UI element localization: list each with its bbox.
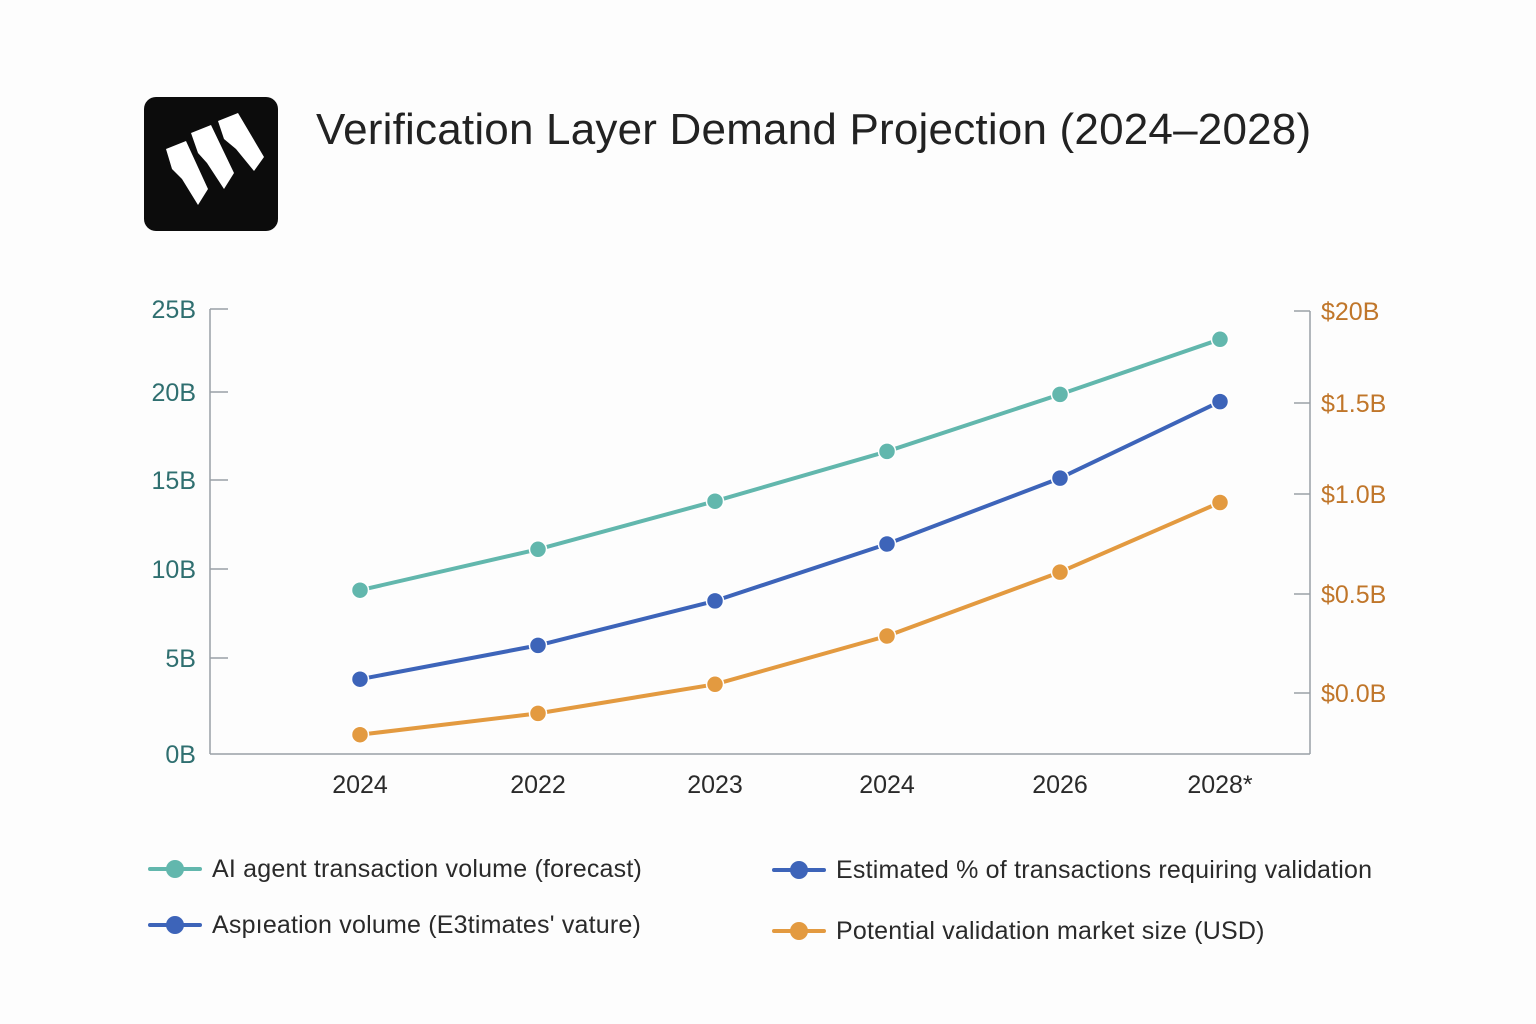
axes: 0B 5B 10B 15B 20B 25B $0.0B $0.5B $1.0B $1.5B $20B… xyxy=(152,296,1387,799)
right-tick-label: $1.5B xyxy=(1321,390,1386,418)
legend-marker-teal xyxy=(148,854,202,884)
left-tick-label: 25B xyxy=(152,296,196,324)
legend-dot xyxy=(166,860,184,878)
legend-item-estimated-percent: Estimated % of transactions requiring va… xyxy=(772,855,1372,885)
data-point xyxy=(877,626,897,646)
legend-dot xyxy=(166,916,184,934)
right-tick-label: $1.0B xyxy=(1321,481,1386,509)
data-point xyxy=(1210,330,1230,349)
data-point xyxy=(877,534,897,554)
data-point xyxy=(1050,562,1070,582)
legend-item-aspieation-volume: Aspıeation volume (E3timates' vature) xyxy=(148,910,641,940)
legend-dot xyxy=(790,922,808,940)
data-point xyxy=(528,540,548,559)
series-line xyxy=(358,500,1222,737)
legend-item-market-size: Potential validation market size (USD) xyxy=(772,916,1265,946)
x-tick-label: 2024 xyxy=(859,771,915,799)
data-point xyxy=(877,442,897,461)
x-tick-label: 2023 xyxy=(687,771,743,799)
data-point xyxy=(1050,385,1070,404)
left-tick-label: 0B xyxy=(165,741,196,769)
x-tick-label: 2028* xyxy=(1187,771,1253,799)
data-point xyxy=(350,580,370,600)
series-2 xyxy=(350,493,1230,744)
x-tick-label: 2022 xyxy=(510,771,566,799)
legend-marker-orange xyxy=(772,916,826,946)
stacked-chevrons-logo-icon xyxy=(166,113,264,205)
data-point xyxy=(350,725,370,744)
data-point xyxy=(1210,493,1230,512)
series-line xyxy=(358,399,1222,682)
left-tick-label: 5B xyxy=(165,645,196,673)
x-tick-label: 2024 xyxy=(332,771,388,799)
series-line xyxy=(358,337,1222,593)
logo xyxy=(144,97,278,231)
data-point xyxy=(1050,468,1070,488)
right-tick-label: $0.0B xyxy=(1321,680,1386,708)
legend-marker-blue xyxy=(772,855,826,885)
series-0 xyxy=(350,330,1230,600)
data-point xyxy=(705,591,725,611)
legend-label: AI agent transaction volume (forecast) xyxy=(212,854,643,883)
legend-marker-blue xyxy=(148,910,202,940)
legend-label: Potential validation market size (USD) xyxy=(836,916,1265,945)
data-point xyxy=(705,675,725,694)
x-tick-label: 2026 xyxy=(1032,771,1088,799)
legend-label: Aspıeation volume (E3timates' vature) xyxy=(212,910,642,939)
left-tick-label: 20B xyxy=(152,379,196,407)
data-point xyxy=(1210,392,1230,411)
chart-title: Verification Layer Demand Projection (20… xyxy=(316,105,1312,154)
series-1 xyxy=(350,392,1230,689)
data-point xyxy=(350,669,370,689)
data-point xyxy=(705,491,725,511)
legend-label: Estimated % of transactions requiring va… xyxy=(836,855,1373,884)
series-layer xyxy=(350,330,1230,744)
legend-item-ai-agent-volume: AI agent transaction volume (forecast) xyxy=(148,854,642,884)
left-tick-label: 15B xyxy=(152,467,196,495)
right-tick-label: $0.5B xyxy=(1321,581,1386,609)
data-point xyxy=(528,704,548,723)
right-tick-label: $20B xyxy=(1321,298,1379,326)
legend-dot xyxy=(790,861,808,879)
left-tick-label: 10B xyxy=(152,556,196,584)
data-point xyxy=(528,636,548,655)
